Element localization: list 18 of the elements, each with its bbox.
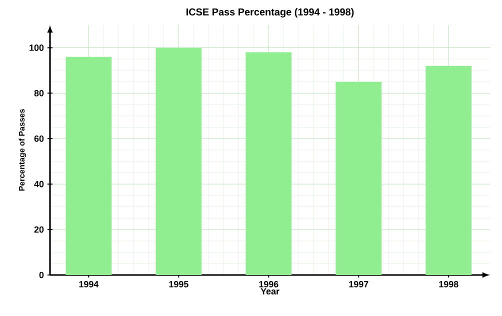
y-tick-label: 20 [34, 226, 44, 233]
chart-title: ICSE Pass Percentage (1994 - 1998) [186, 8, 354, 18]
x-axis-title: Year [260, 288, 280, 294]
x-tick-label: 1994 [79, 281, 99, 288]
bar [336, 82, 382, 275]
x-tick-label: 1997 [349, 281, 368, 288]
y-tick-label: 40 [34, 180, 44, 188]
y-tick-label: 80 [34, 90, 44, 96]
bar [426, 66, 472, 275]
y-tick-label: 100 [30, 44, 44, 51]
bar [66, 56, 112, 275]
bar [156, 48, 202, 275]
x-tick-label: 1998 [439, 281, 458, 288]
x-tick-label: 1995 [169, 281, 188, 288]
y-tick-label: 0 [39, 272, 44, 278]
y-tick-label: 60 [34, 135, 44, 142]
bar [246, 52, 292, 275]
x-tick-label: 1996 [259, 281, 278, 288]
